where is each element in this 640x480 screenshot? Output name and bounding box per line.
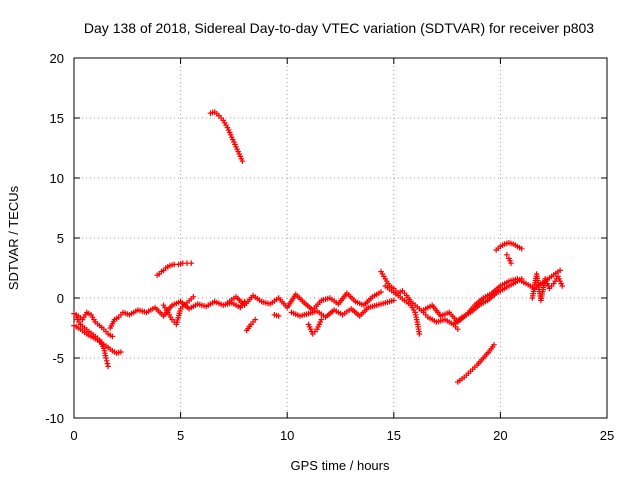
series-track-q (454, 342, 497, 385)
x-tick-label: 20 (493, 428, 507, 443)
chart-title: Day 138 of 2018, Sidereal Day-to-day VTE… (84, 20, 594, 36)
data-point (518, 246, 525, 252)
x-tick-label: 25 (600, 428, 614, 443)
data-point (491, 342, 497, 348)
data-point (378, 289, 384, 295)
data-point (275, 313, 282, 319)
series-track-j (271, 312, 282, 319)
data-points (71, 109, 566, 385)
data-point (252, 316, 259, 323)
series-track-t (529, 271, 566, 304)
data-point (190, 294, 197, 300)
x-tick-label: 0 (70, 428, 77, 443)
series-track-c (73, 314, 111, 370)
x-tick-label: 10 (280, 428, 294, 443)
data-point (503, 252, 510, 258)
y-tick-label: 20 (50, 51, 64, 66)
y-tick-label: 10 (50, 171, 64, 186)
data-point (118, 349, 124, 355)
grid (74, 58, 607, 418)
y-tick-label: 0 (57, 291, 64, 306)
y-tick-label: -5 (52, 351, 64, 366)
y-axis-label: SDTVAR / TECUs (6, 185, 21, 290)
data-point (105, 363, 111, 370)
series-track-k (288, 297, 397, 320)
plot-frame (73, 57, 608, 419)
series-track-s (503, 252, 514, 266)
data-point (557, 267, 563, 274)
data-point (318, 316, 325, 323)
axis-ticks (73, 57, 608, 419)
x-axis-label: GPS time / hours (291, 458, 390, 473)
series-track-p (450, 276, 525, 328)
data-point (454, 326, 461, 332)
data-point (416, 331, 423, 337)
series-track-d (107, 298, 248, 331)
data-point (239, 158, 246, 164)
data-point (104, 360, 111, 367)
data-point (391, 297, 397, 304)
series-track-g (207, 109, 246, 164)
axis-tick-labels: 0 5 10 15 20 25 -10 -5 0 5 10 15 20 (45, 51, 614, 443)
series-track-m (378, 268, 461, 332)
x-tick-label: 5 (177, 428, 184, 443)
data-point (188, 260, 195, 266)
series-track-e (160, 294, 197, 328)
data-point (109, 333, 116, 340)
y-tick-label: -10 (45, 411, 64, 426)
data-point (103, 358, 110, 364)
series-track-n (382, 283, 423, 337)
data-point (559, 283, 566, 289)
y-tick-label: 15 (50, 111, 64, 126)
series-track-h (224, 289, 384, 313)
x-tick-label: 15 (387, 428, 401, 443)
data-point (103, 355, 109, 361)
series-track-l (305, 316, 325, 337)
data-point (518, 276, 525, 282)
series-track-i (243, 316, 259, 334)
y-tick-label: 5 (57, 231, 64, 246)
series-track-r (493, 240, 525, 253)
data-point (508, 260, 514, 266)
series-track-f (154, 260, 195, 278)
